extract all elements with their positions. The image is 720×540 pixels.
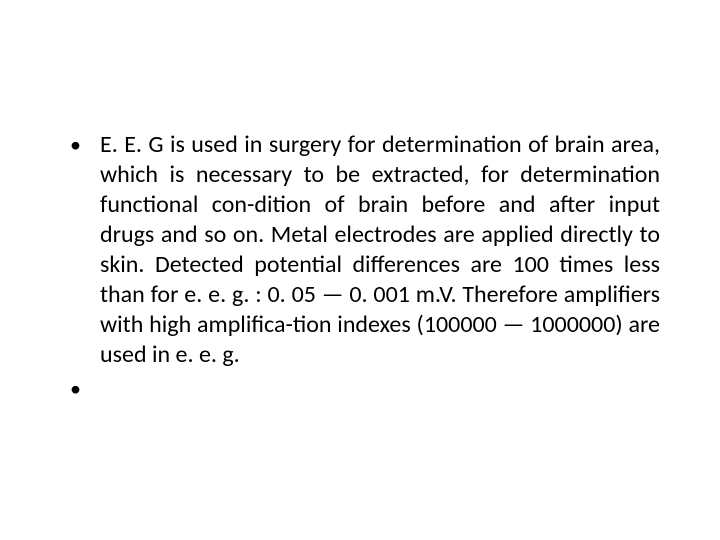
slide: E. E. G is used in surgery for determina… — [0, 0, 720, 540]
bullet-item-2 — [60, 374, 660, 394]
bullet-item-1: E. E. G is used in surgery for determina… — [60, 130, 660, 370]
bullet-text-1: E. E. G is used in surgery for determina… — [100, 130, 660, 370]
bullet-list: E. E. G is used in surgery for determina… — [60, 130, 660, 394]
